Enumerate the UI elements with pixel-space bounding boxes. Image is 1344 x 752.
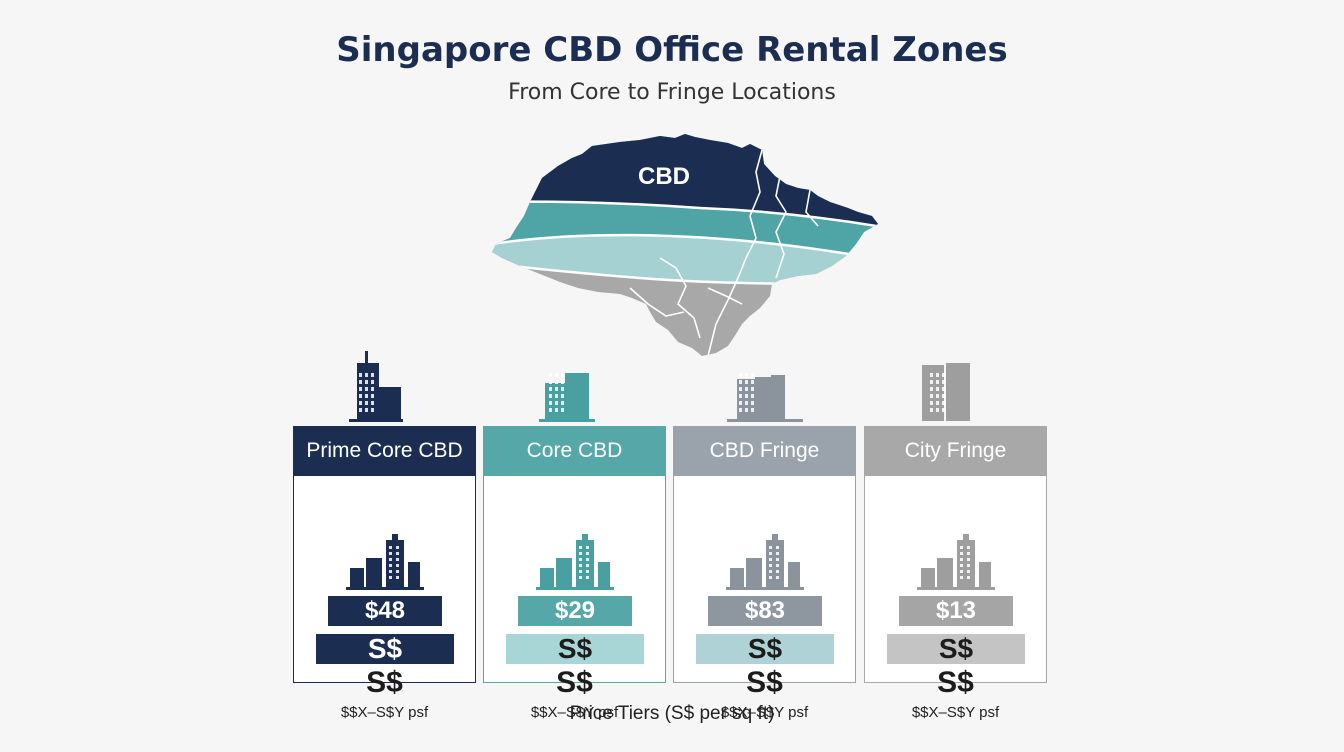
zone-name: Prime Core CBD bbox=[306, 439, 463, 462]
zone-tier-bar: S$ bbox=[316, 634, 454, 664]
zone-price-range: $$X–S$Y psf bbox=[530, 704, 619, 721]
zone-card: CBD Fringe $83 S$ S$ $$X–S$Y psf bbox=[673, 426, 856, 721]
page-title: Singapore CBD Office Rental Zones bbox=[336, 30, 1008, 70]
zone-skyline-icon bbox=[536, 534, 614, 590]
zone-card-body: $48 S$ S$ $$X–S$Y psf bbox=[293, 476, 476, 721]
zone-tier-symbol: S$ bbox=[556, 666, 593, 699]
zone-tier-bar: S$ bbox=[696, 634, 834, 664]
zone-price-range: $$X–S$Y psf bbox=[911, 704, 1000, 721]
zone-skyline-icon bbox=[346, 534, 424, 590]
zone-skyline-icon bbox=[917, 534, 995, 590]
zone-price: $48 bbox=[328, 596, 442, 626]
zone-tier-symbol: S$ bbox=[366, 666, 403, 699]
zone-tier-bar: S$ bbox=[887, 634, 1025, 664]
map-label-cbd: CBD bbox=[638, 163, 690, 190]
zone-card: Prime Core CBD $48 S$ S$ $$X–S$Y psf bbox=[293, 426, 476, 721]
zone-card-body: $83 S$ S$ $$X–S$Y psf bbox=[673, 476, 856, 721]
zone-name: CBD Fringe bbox=[709, 439, 820, 462]
zone-tier-symbol: S$ bbox=[937, 666, 974, 699]
zone-card-header: Prime Core CBD bbox=[293, 426, 476, 476]
zone-building-icon bbox=[921, 363, 970, 421]
zone-name: City Fringe bbox=[904, 439, 1007, 462]
zone-price: $29 bbox=[518, 596, 632, 626]
zone-card-header: Core CBD bbox=[483, 426, 666, 476]
zone-card-body: $13 S$ S$ $$X–S$Y psf bbox=[864, 476, 1047, 721]
price-tiers-caption: Price Tiers (S$ per sq ft) bbox=[569, 703, 775, 724]
zone-card-body: $29 S$ S$ $$X–S$Y psf bbox=[483, 476, 666, 721]
zone-price: $83 bbox=[708, 596, 822, 626]
zone-building-icon bbox=[538, 373, 595, 422]
zone-building-icon bbox=[726, 373, 803, 422]
zone-skyline-icon bbox=[726, 534, 804, 590]
zone-price-range: $$X–S$Y psf bbox=[340, 704, 429, 721]
zone-price: $13 bbox=[899, 596, 1013, 626]
zone-name: Core CBD bbox=[526, 439, 623, 462]
zone-card-header: City Fringe bbox=[864, 426, 1047, 476]
zone-tier-symbol: S$ bbox=[746, 666, 783, 699]
singapore-zone-map: CBD bbox=[492, 134, 878, 356]
zone-price-range: $$X–S$Y psf bbox=[720, 704, 809, 721]
page-subtitle: From Core to Fringe Locations bbox=[508, 80, 836, 105]
zone-building-icon bbox=[348, 351, 403, 422]
zone-card-header: CBD Fringe bbox=[673, 426, 856, 476]
zone-card: Core CBD $29 S$ S$ $$X–S$Y psf bbox=[483, 426, 666, 721]
zone-card: City Fringe $13 S$ S$ $$X–S$Y psf bbox=[864, 426, 1047, 721]
zone-tier-bar: S$ bbox=[506, 634, 644, 664]
